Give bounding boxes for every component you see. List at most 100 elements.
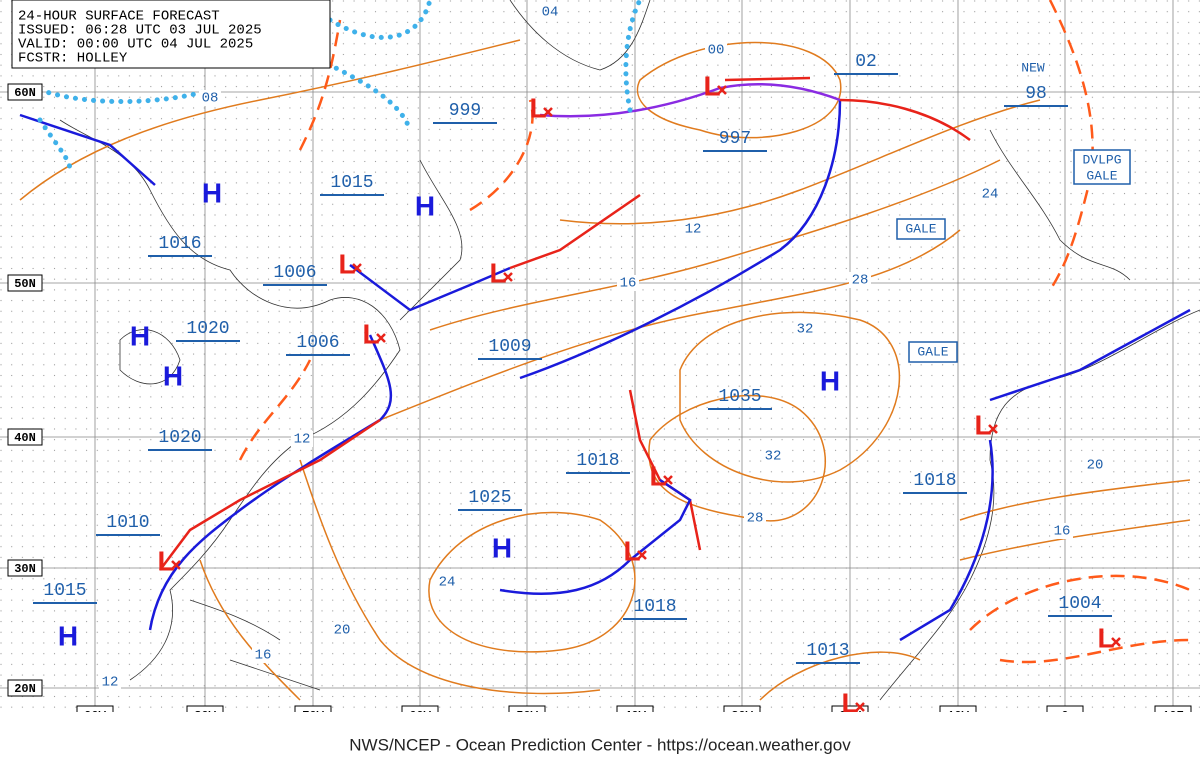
thickness-label-bg [849, 272, 871, 288]
low-x [352, 263, 362, 273]
thickness-label: 28 [747, 511, 764, 527]
low-center: L [649, 460, 666, 491]
isobars [19, 39, 1191, 701]
header-box [11, 0, 331, 69]
low-x [171, 560, 181, 570]
lat-label: 20N [14, 682, 36, 696]
pressure-label: 1018 [576, 451, 619, 471]
thickness-label-bg [199, 90, 221, 106]
ice-edge [37, 0, 643, 173]
thickness-label-bg [705, 42, 727, 58]
thickness-label-bg [99, 674, 121, 690]
thickness-label-bg [744, 510, 766, 526]
low-x [717, 85, 727, 95]
thickness-label: 24 [982, 187, 999, 203]
low-x [637, 550, 647, 560]
lat-label: 30N [14, 562, 36, 576]
lat-label: 40N [14, 431, 36, 445]
thickness-label: 20 [1087, 458, 1104, 474]
thickness-label: 04 [542, 5, 559, 21]
pressure-label: 1020 [186, 319, 229, 339]
map-background [0, 0, 1200, 712]
low-center: L [974, 409, 991, 440]
header-line: FCSTR: HOLLEY [18, 51, 128, 67]
low-center: L [1097, 622, 1114, 653]
thickness-label: 24 [439, 575, 456, 591]
thickness-label: 16 [255, 648, 272, 664]
thickness-label: 12 [102, 675, 119, 691]
thickness-label: 32 [765, 449, 782, 465]
thickness-label: 20 [334, 623, 351, 639]
thickness-label-bg [1084, 457, 1106, 473]
pressure-label: 997 [719, 129, 751, 149]
low-center: L [841, 687, 858, 718]
thickness-label: 08 [202, 91, 219, 107]
high-center: H [415, 190, 435, 221]
pressure-label: 1018 [913, 471, 956, 491]
pressure-label: 1006 [296, 333, 339, 353]
lat-label-box [7, 274, 43, 292]
high-center: H [130, 320, 150, 351]
low-center: L [157, 545, 174, 576]
low-x [663, 475, 673, 485]
thickness-label-bg [979, 186, 1001, 202]
warning-label: DVLPG [1082, 152, 1121, 167]
high-center: H [202, 177, 222, 208]
low-x [988, 424, 998, 434]
thickness-label: 12 [294, 432, 311, 448]
pressure-label: 1006 [273, 263, 316, 283]
thickness-label: 16 [1054, 524, 1071, 540]
fronts [19, 0, 1191, 664]
low-x [503, 272, 513, 282]
thickness-label: 28 [852, 273, 869, 289]
thickness-label-bg [682, 221, 704, 237]
pressure-label: 1016 [158, 234, 201, 254]
low-center: L [529, 92, 546, 123]
high-center: H [820, 365, 840, 396]
thickness-label-bg [291, 431, 313, 447]
low-center: L [338, 248, 355, 279]
warning-label: GALE [905, 221, 936, 236]
pressure-label: 1015 [43, 581, 86, 601]
thickness-label: 12 [685, 222, 702, 238]
lat-label-box [7, 83, 43, 101]
thickness-label: 00 [708, 43, 725, 59]
thickness-label-bg [617, 275, 639, 291]
footer-band [0, 712, 1200, 764]
low-x [1111, 637, 1121, 647]
warning-label: GALE [1086, 168, 1117, 183]
lat-label: 60N [14, 86, 36, 100]
pressure-label: 98 [1025, 84, 1047, 104]
high-center: H [163, 360, 183, 391]
thickness-label-bg [794, 321, 816, 337]
low-x [543, 107, 553, 117]
pressure-label: 1020 [158, 428, 201, 448]
low-x [376, 333, 386, 343]
warning-label: GALE [917, 344, 948, 359]
thickness-label-bg [762, 448, 784, 464]
pressure-label: 1025 [468, 488, 511, 508]
pressure-label: 1018 [633, 597, 676, 617]
low-x [855, 702, 865, 712]
high-center: H [58, 620, 78, 651]
pressure-label: 1015 [330, 173, 373, 193]
pressure-label: 999 [449, 101, 481, 121]
lat-label: 50N [14, 277, 36, 291]
lat-label-box [7, 679, 43, 697]
footer: NWS/NCEP - Ocean Prediction Center - htt… [349, 735, 851, 754]
pressure-label: 02 [855, 52, 877, 72]
low-center: L [623, 535, 640, 566]
pressure-label: 1009 [488, 337, 531, 357]
header-line: VALID: 00:00 UTC 04 JUL 2025 [18, 37, 253, 53]
low-center: L [489, 257, 506, 288]
pressure-label: 1004 [1058, 594, 1101, 614]
pressure-label: 1010 [106, 513, 149, 533]
warning-box [896, 218, 946, 240]
low-center: L [703, 70, 720, 101]
lat-label-box [7, 559, 43, 577]
warning-box [1073, 149, 1131, 185]
pressure-label: 1035 [718, 387, 761, 407]
thickness-label: 32 [797, 322, 814, 338]
coastlines [59, 0, 1200, 701]
